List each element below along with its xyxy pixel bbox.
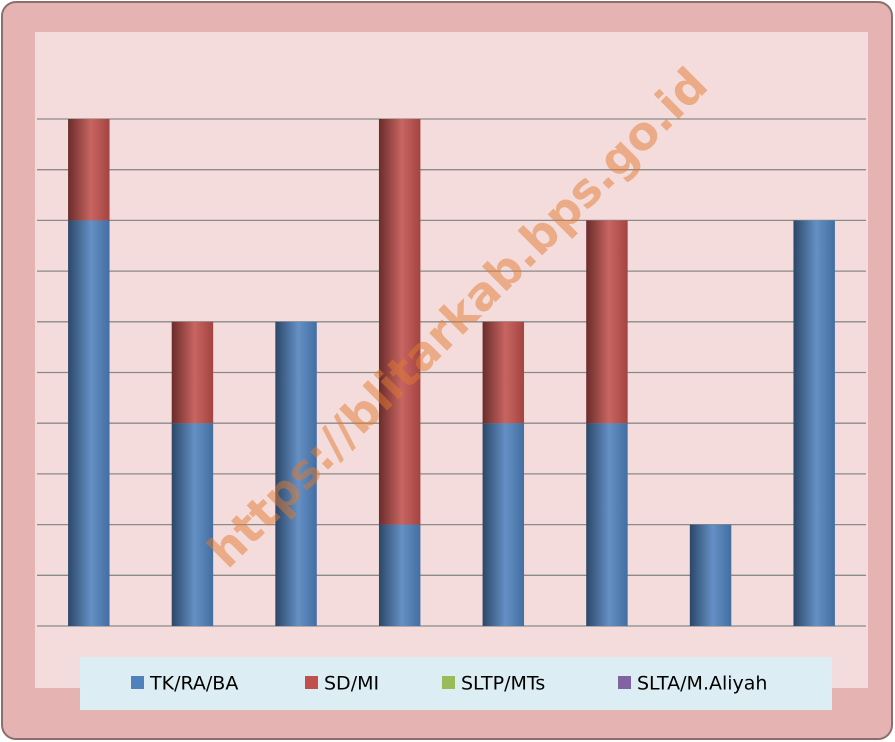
- legend-label: TK/RA/BA: [149, 673, 238, 695]
- bar-segment: [378, 119, 421, 525]
- bar-segment: [586, 423, 628, 626]
- bar-segment: [793, 220, 835, 626]
- legend-swatch: [442, 676, 455, 689]
- bar-segment: [482, 423, 525, 626]
- legend-box: [80, 657, 832, 710]
- bar-segment: [171, 321, 214, 424]
- legend-swatch: [131, 676, 144, 689]
- bar-segment: [68, 220, 110, 626]
- bar-segment: [275, 321, 317, 626]
- bar-segment: [689, 524, 732, 626]
- bar-segment: [378, 524, 421, 626]
- legend-swatch: [305, 676, 318, 689]
- bar-segment: [482, 321, 525, 424]
- legend-label: SD/MI: [324, 673, 379, 695]
- bar-segment: [68, 119, 110, 221]
- legend-label: SLTP/MTs: [461, 673, 545, 695]
- legend-label: SLTA/M.Aliyah: [637, 673, 767, 695]
- legend-swatch: [618, 676, 631, 689]
- bar-segment: [171, 423, 214, 626]
- bar-segment: [586, 220, 628, 424]
